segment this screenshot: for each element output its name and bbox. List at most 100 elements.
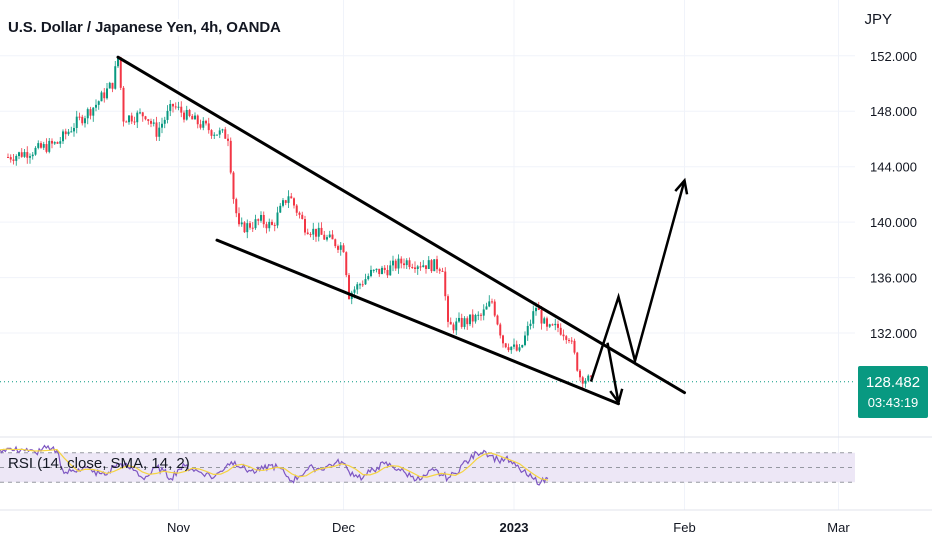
candle-body xyxy=(477,314,480,316)
candle-body xyxy=(169,103,172,111)
candle-body xyxy=(229,140,232,173)
x-tick-label: Mar xyxy=(827,520,850,535)
candle-body xyxy=(496,315,499,325)
candle-body xyxy=(502,335,504,344)
candle-body xyxy=(56,142,59,144)
candle-body xyxy=(535,307,537,312)
candle-body xyxy=(62,131,64,142)
candle-body xyxy=(150,120,152,124)
y-tick-label: 140.000 xyxy=(870,215,917,230)
candle-body xyxy=(12,159,15,161)
candle-body xyxy=(15,156,18,161)
candle-body xyxy=(67,131,70,135)
price-axis[interactable]: 132.000 136.000 140.000 144.000 148.000 152.0… xyxy=(870,49,917,341)
currency-unit: JPY xyxy=(864,11,892,28)
candle-body xyxy=(185,109,188,120)
candle-body xyxy=(559,327,562,335)
candle-body xyxy=(210,130,213,136)
rsi-sma-line xyxy=(0,448,549,481)
candle-body xyxy=(309,234,312,236)
candle-body xyxy=(276,212,279,226)
candle-body xyxy=(524,335,526,346)
candle-body xyxy=(271,221,273,225)
candle-body xyxy=(268,221,271,229)
candle-body xyxy=(216,134,218,136)
candle-body xyxy=(78,116,81,118)
candle-body xyxy=(183,112,185,120)
candle-body xyxy=(433,259,436,272)
candle-body xyxy=(334,239,337,247)
candle-body xyxy=(518,347,521,351)
y-tick-label: 136.000 xyxy=(870,271,917,286)
candle-body xyxy=(89,109,92,116)
candle-body xyxy=(485,306,488,310)
candle-body xyxy=(436,259,438,270)
candle-body xyxy=(235,199,238,214)
candle-body xyxy=(304,218,306,233)
time-axis[interactable]: Nov Dec 2023 Feb Mar xyxy=(167,520,850,535)
candle-body xyxy=(246,223,249,233)
candle-body xyxy=(166,110,169,120)
candle-body xyxy=(238,213,240,225)
candle-body xyxy=(152,122,155,124)
candle-body xyxy=(584,380,587,384)
candle-body xyxy=(18,152,20,157)
candle-body xyxy=(265,224,268,229)
candle-body xyxy=(254,219,257,229)
candle-body xyxy=(386,270,389,276)
candle-body xyxy=(323,234,326,240)
candle-body xyxy=(562,334,565,337)
candle-body xyxy=(452,324,455,331)
candle-body xyxy=(262,214,265,225)
current-price-badge: 128.482 03:43:19 xyxy=(858,366,928,418)
candle-body xyxy=(174,106,177,108)
candle-body xyxy=(438,269,441,271)
candle-body xyxy=(205,120,207,124)
candle-body xyxy=(411,266,414,268)
candle-body xyxy=(469,314,471,325)
y-tick-label: 144.000 xyxy=(870,160,917,175)
candle-body xyxy=(133,121,136,123)
candle-body xyxy=(34,147,37,155)
projection-arrow xyxy=(589,180,686,382)
candle-body xyxy=(103,92,106,99)
candle-body xyxy=(471,314,474,322)
candle-body xyxy=(405,260,408,266)
candle-body xyxy=(243,222,246,233)
candle-body xyxy=(240,222,243,225)
candle-body xyxy=(400,258,403,264)
candle-body xyxy=(532,311,535,324)
candle-body xyxy=(273,224,276,226)
rsi-indicator-label[interactable]: RSI (14, close, SMA, 14, 2) xyxy=(8,455,190,472)
candle-body xyxy=(507,347,510,351)
candle-body xyxy=(227,138,229,141)
candle-body xyxy=(301,214,304,219)
chart-title: U.S. Dollar / Japanese Yen, 4h, OANDA xyxy=(8,19,281,36)
candle-body xyxy=(180,106,183,113)
candle-body xyxy=(75,116,78,128)
candle-body xyxy=(337,246,339,250)
candle-body xyxy=(59,141,62,144)
candle-body xyxy=(537,307,540,311)
candle-body xyxy=(430,260,433,272)
candle-body xyxy=(427,260,430,269)
candle-body xyxy=(106,88,108,99)
candle-body xyxy=(441,270,444,272)
candle-body xyxy=(449,321,452,325)
candle-body xyxy=(37,143,40,148)
candle-body xyxy=(414,267,416,269)
candle-body xyxy=(119,57,122,88)
candle-body xyxy=(293,198,295,206)
candle-body xyxy=(163,119,166,124)
candle-body xyxy=(540,310,543,324)
candle-body xyxy=(581,377,584,384)
candle-body xyxy=(568,339,570,341)
candle-body xyxy=(221,129,224,131)
candle-body xyxy=(389,265,392,276)
candle-body xyxy=(326,237,328,240)
candle-body xyxy=(579,370,581,378)
candle-body xyxy=(312,228,315,235)
candle-body xyxy=(172,103,174,107)
candle-body xyxy=(295,205,298,213)
candle-body xyxy=(367,276,370,280)
